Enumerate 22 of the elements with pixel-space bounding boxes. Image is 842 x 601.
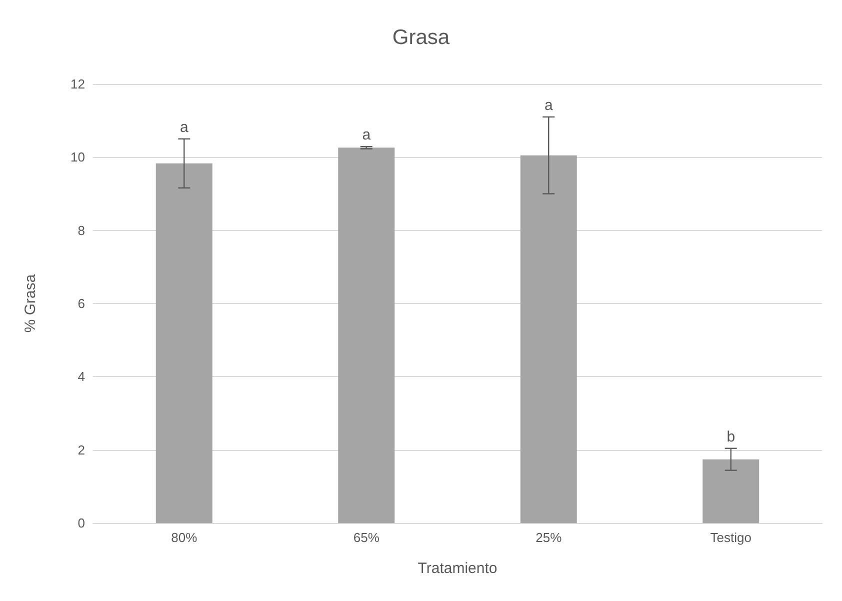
y-tick-label: 8 — [78, 222, 85, 238]
bar — [156, 163, 212, 523]
annotation: a — [180, 118, 189, 136]
bar — [702, 459, 760, 523]
x-tick-label: 25% — [536, 530, 562, 545]
y-axis-title: % Grasa — [22, 274, 39, 333]
y-tick-label: 2 — [78, 442, 85, 458]
chart-title: Grasa — [392, 26, 450, 49]
x-tick-label: Testigo — [710, 530, 752, 545]
y-tick-label: 4 — [78, 369, 85, 384]
y-tick-label: 10 — [70, 150, 85, 165]
annotation: a — [544, 96, 554, 114]
bar — [338, 148, 395, 523]
x-tick-label: 80% — [171, 530, 198, 545]
annotation: b — [726, 428, 736, 446]
bar — [520, 155, 577, 523]
y-tick-label: 6 — [78, 296, 85, 311]
annotation: a — [362, 126, 372, 144]
x-axis-title: Tratamiento — [418, 560, 498, 577]
y-tick-label: 0 — [78, 516, 85, 530]
x-tick-label: 65% — [353, 530, 380, 545]
y-tick-label: 12 — [70, 76, 85, 92]
